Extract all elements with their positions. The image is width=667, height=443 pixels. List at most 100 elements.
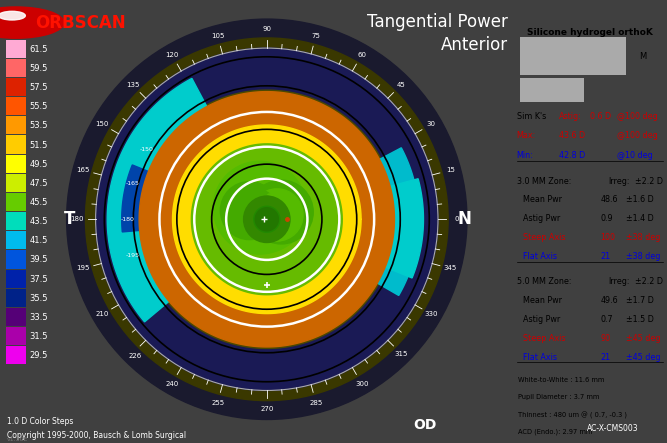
Text: 15: 15 [446,167,455,173]
Polygon shape [143,96,390,342]
Bar [6,269,25,288]
Text: 0.7: 0.7 [600,315,613,324]
Circle shape [225,171,303,250]
Text: 210: 210 [95,311,109,317]
Text: 100: 100 [600,233,615,242]
Text: 165: 165 [77,167,90,173]
Circle shape [85,38,448,400]
Text: Irreg:: Irreg: [608,176,630,186]
Text: 37.5: 37.5 [29,275,48,284]
Bar [6,155,25,173]
Text: Pupil Diameter : 3.7 mm: Pupil Diameter : 3.7 mm [518,394,600,400]
Text: 45: 45 [397,82,406,88]
Text: -165: -165 [125,181,139,186]
Bar [6,97,25,115]
Text: ±2.2 D: ±2.2 D [635,277,663,286]
Circle shape [255,208,278,231]
Text: 61.5: 61.5 [29,45,48,54]
Text: Silicone hydrogel orthoK: Silicone hydrogel orthoK [527,27,652,36]
Bar [520,37,626,74]
Text: 285: 285 [309,400,323,406]
Text: 105: 105 [211,33,224,39]
Bar [6,250,25,268]
Circle shape [243,196,290,242]
Text: ±1.7 D: ±1.7 D [626,296,654,305]
Bar [6,116,25,135]
Text: 51.5: 51.5 [29,140,48,149]
Polygon shape [180,132,354,306]
Circle shape [249,184,307,242]
Text: 55.5: 55.5 [29,102,48,111]
Polygon shape [173,125,361,314]
Circle shape [222,170,303,251]
Text: 31.5: 31.5 [29,332,48,341]
Text: ACD (Endo.): 2.97 mm: ACD (Endo.): 2.97 mm [518,429,592,435]
Circle shape [220,182,278,240]
Circle shape [222,170,303,251]
Text: 43.5: 43.5 [29,217,48,226]
Text: 270: 270 [260,406,273,412]
Circle shape [251,189,303,241]
Text: ±2.2 D: ±2.2 D [635,176,663,186]
Text: Thinnest : 480 um @ ( 0.7, -0.3 ): Thinnest : 480 um @ ( 0.7, -0.3 ) [518,412,627,419]
Text: White-to-White : 11.6 mm: White-to-White : 11.6 mm [518,377,604,383]
Text: -150: -150 [139,147,153,152]
Text: 255: 255 [211,400,224,406]
Text: Irreg:: Irreg: [608,277,630,286]
Text: ±1.4 D: ±1.4 D [626,214,654,223]
Bar [6,212,25,230]
Circle shape [0,7,64,38]
Circle shape [252,205,281,234]
Text: 226: 226 [128,353,141,359]
Text: 47.5: 47.5 [29,179,48,188]
Text: @100 deg: @100 deg [617,132,658,140]
Text: 49.5: 49.5 [29,159,48,169]
Text: 29.5: 29.5 [29,351,48,360]
Text: 43.6 D: 43.6 D [559,132,586,140]
Polygon shape [194,147,340,292]
Text: v1.30E: v1.30E [7,437,28,443]
Polygon shape [107,78,217,322]
Text: Max:: Max: [517,132,536,140]
Text: Copyright 1995-2000, Bausch & Lomb Surgical: Copyright 1995-2000, Bausch & Lomb Surgi… [7,431,186,440]
Bar [6,346,25,365]
Text: Astig Pwr: Astig Pwr [523,315,560,324]
Bar [6,78,25,96]
Text: 59.5: 59.5 [29,64,48,73]
Text: 41.5: 41.5 [29,236,48,245]
Text: 1.0 D Color Steps: 1.0 D Color Steps [7,417,73,426]
Bar [6,59,25,77]
Text: 180: 180 [70,216,83,222]
Polygon shape [197,150,336,289]
Circle shape [251,192,300,241]
Text: Min:: Min: [517,151,534,160]
Text: 150: 150 [95,121,109,127]
Text: -180: -180 [121,217,135,222]
Text: 330: 330 [425,311,438,317]
Text: ±1.5 D: ±1.5 D [626,315,654,324]
Text: N: N [457,210,471,228]
Circle shape [67,19,467,420]
Bar [6,289,25,307]
Text: 345: 345 [444,265,457,272]
Text: ORBSCAN: ORBSCAN [35,14,125,31]
Text: Sim K's: Sim K's [517,112,546,121]
Text: ±45 deg: ±45 deg [626,334,660,343]
Text: 240: 240 [165,381,178,387]
Text: 0.9: 0.9 [600,214,613,223]
Text: ±1.6 D: ±1.6 D [626,195,654,204]
Text: ±38 deg: ±38 deg [626,233,660,242]
Text: 195: 195 [77,265,90,272]
Circle shape [226,186,278,238]
Polygon shape [368,148,419,295]
Text: 90: 90 [262,26,271,32]
Circle shape [252,193,299,240]
Polygon shape [191,144,342,295]
Text: 135: 135 [126,82,139,88]
Circle shape [0,12,25,20]
Polygon shape [139,92,394,347]
Bar [6,308,25,326]
Text: OD: OD [414,419,437,432]
Bar [6,174,25,192]
Bar [6,231,25,249]
